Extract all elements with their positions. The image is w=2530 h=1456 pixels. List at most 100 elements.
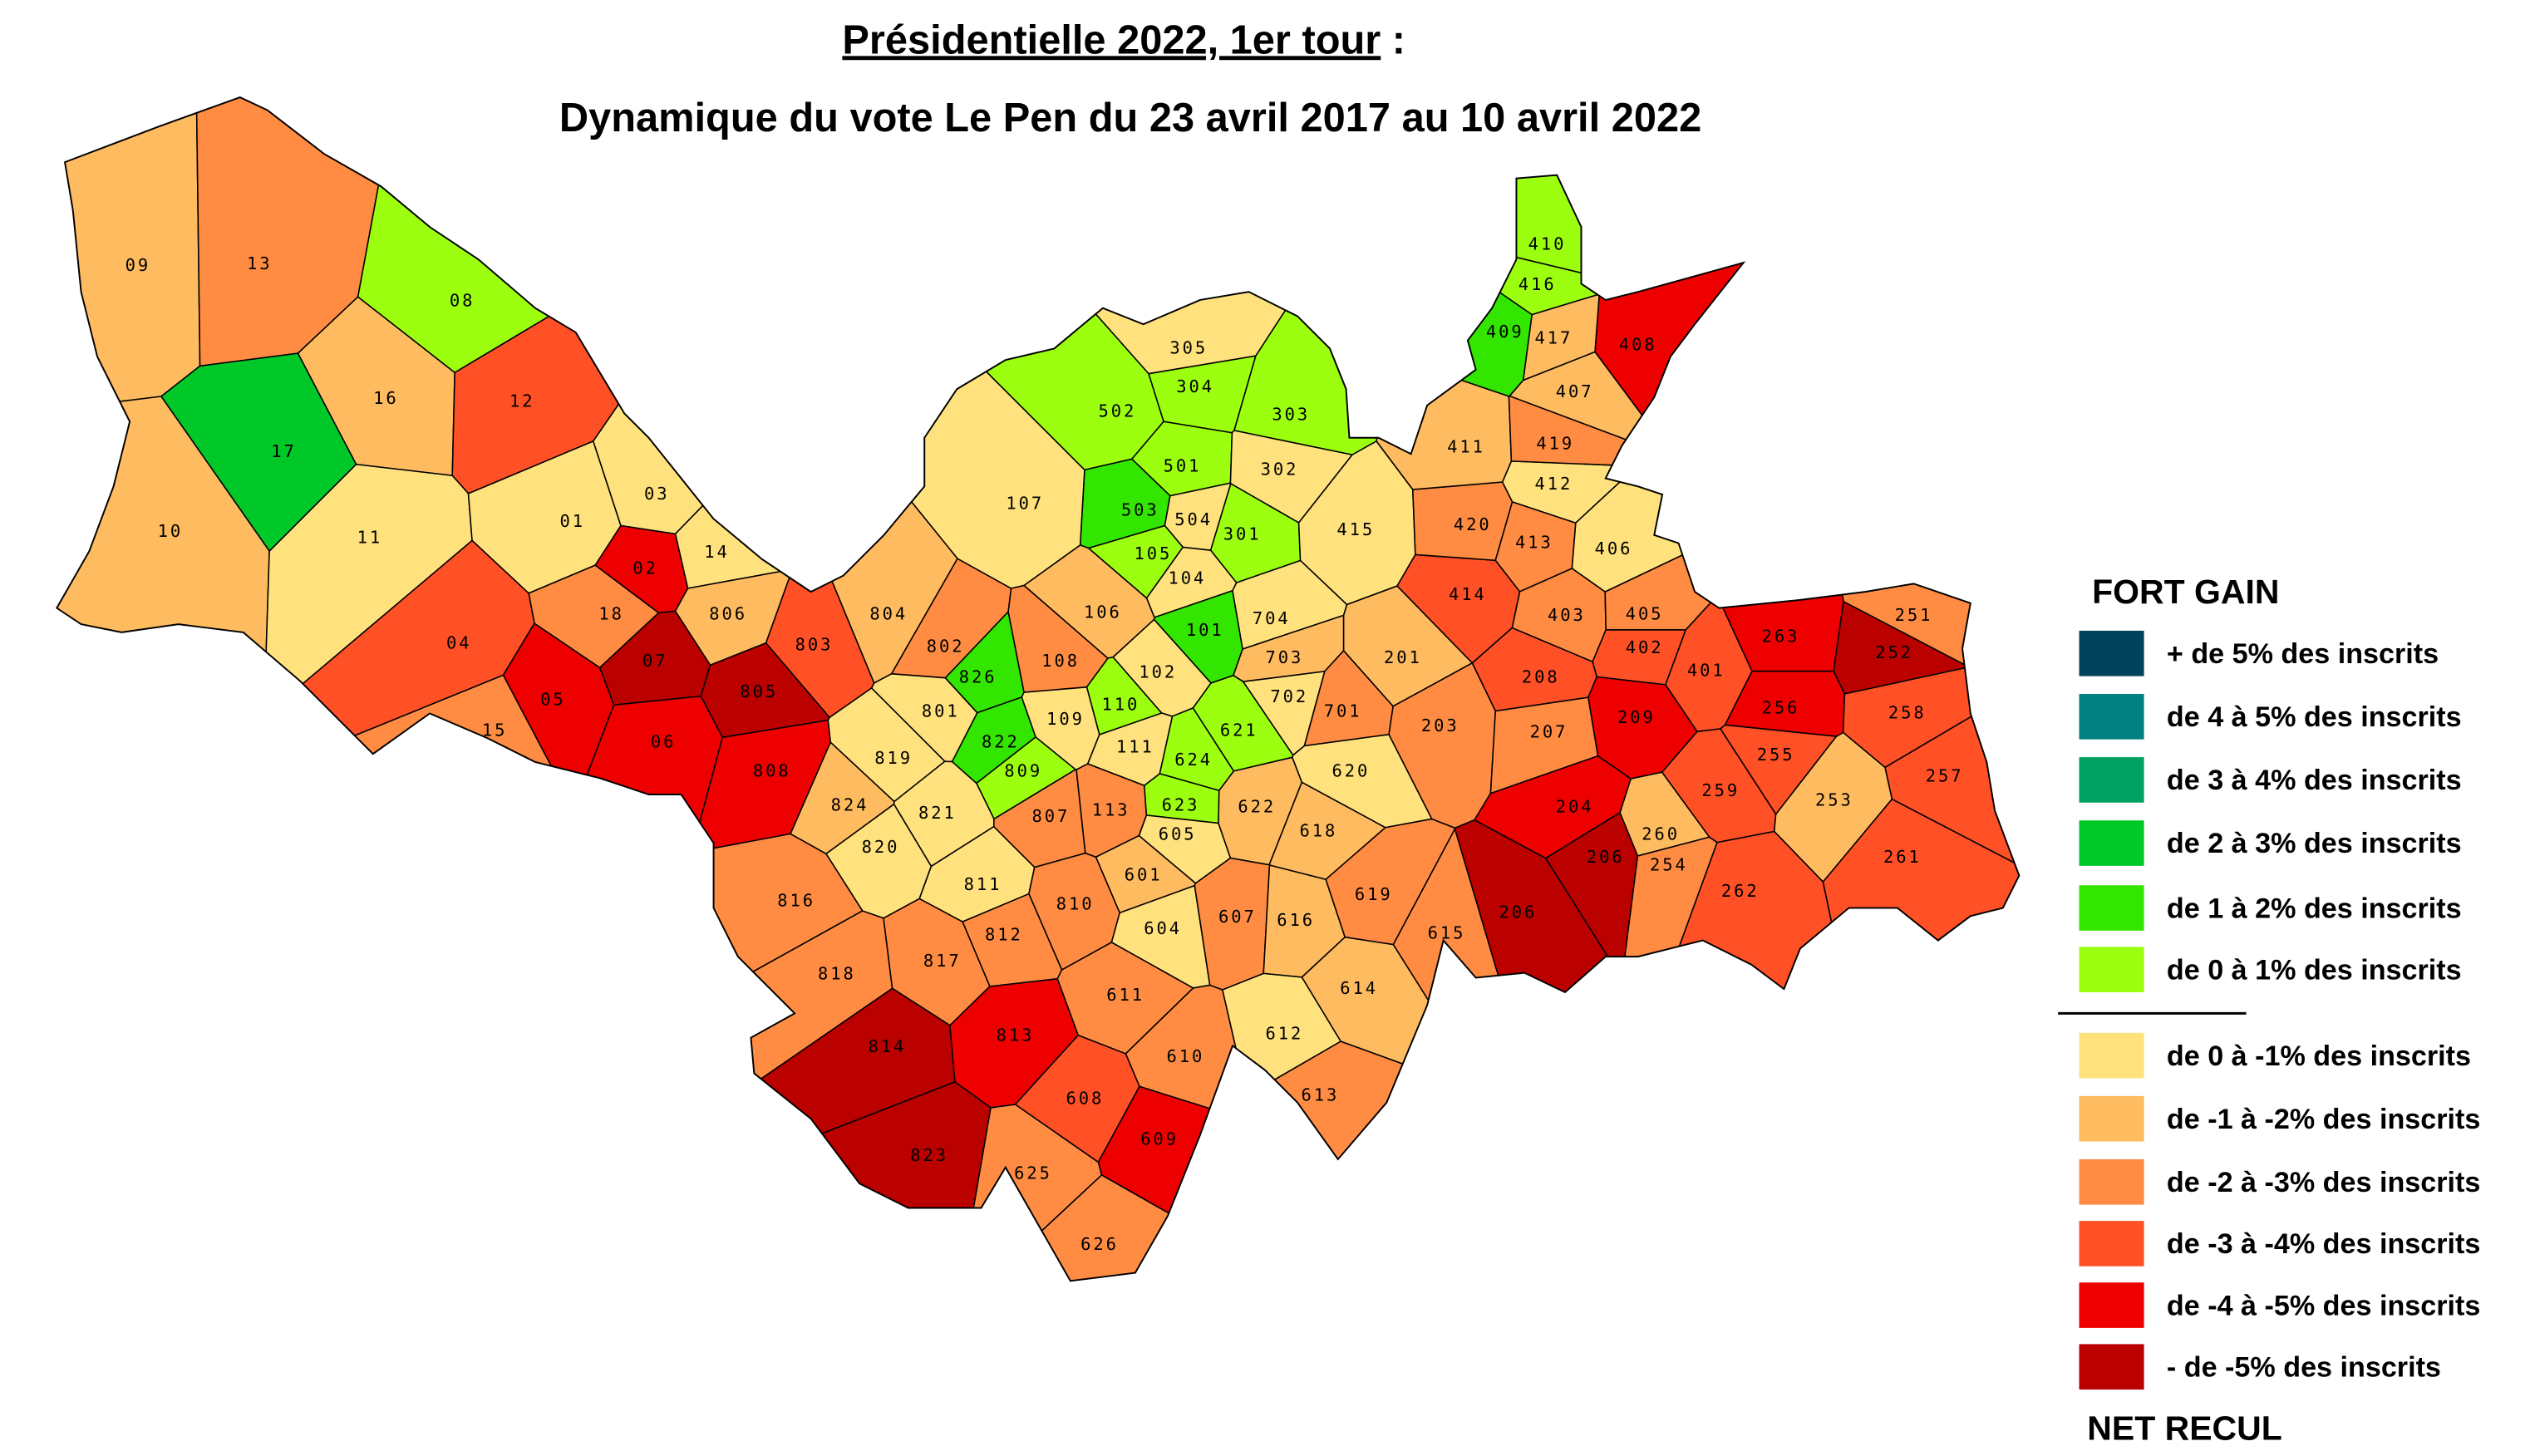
district-262 — [1642, 830, 1945, 1281]
district-823 — [208, 1081, 992, 1281]
district-label-811: 811 — [964, 874, 1002, 894]
district-label-261: 261 — [1883, 847, 1922, 867]
district-label-07: 07 — [642, 651, 668, 671]
legend-swatch-2 — [2079, 757, 2144, 803]
legend-label-11: - de -5% des inscrits — [2167, 1351, 2441, 1383]
legend-swatch-4 — [2079, 885, 2144, 931]
district-label-813: 813 — [997, 1026, 1035, 1045]
district-label-626: 626 — [1080, 1234, 1119, 1254]
district-label-12: 12 — [509, 391, 535, 411]
district-label-109: 109 — [1046, 709, 1085, 729]
district-label-619: 619 — [1355, 884, 1393, 904]
district-626 — [879, 1173, 1405, 1281]
legend-swatch-1 — [2079, 694, 2144, 740]
district-label-105: 105 — [1134, 544, 1172, 563]
legend-label-5: de 0 à 1% des inscrits — [2167, 954, 2462, 986]
legend-label-8: de -2 à -3% des inscrits — [2167, 1167, 2480, 1198]
district-label-403: 403 — [1548, 605, 1586, 625]
district-label-417: 417 — [1534, 328, 1573, 348]
district-10 — [57, 396, 270, 1173]
district-label-411: 411 — [1447, 436, 1485, 456]
district-label-805: 805 — [740, 681, 778, 701]
district-label-704: 704 — [1253, 608, 1291, 628]
district-label-409: 409 — [1486, 322, 1524, 342]
district-label-106: 106 — [1084, 602, 1122, 622]
district-label-259: 259 — [1701, 780, 1740, 800]
legend-label-6: de 0 à -1% des inscrits — [2167, 1040, 2471, 1072]
district-03 — [592, 124, 849, 535]
district-label-615: 615 — [1428, 923, 1466, 943]
district-label-254: 254 — [1650, 855, 1688, 875]
district-label-622: 622 — [1238, 796, 1276, 816]
district-label-02: 02 — [632, 558, 658, 578]
district-label-10: 10 — [158, 521, 184, 541]
district-label-104: 104 — [1168, 568, 1206, 588]
legend-label-7: de -1 à -2% des inscrits — [2167, 1104, 2480, 1135]
district-label-503: 503 — [1121, 499, 1159, 519]
legend-label-0: + de 5% des inscrits — [2167, 638, 2439, 670]
district-label-808: 808 — [753, 761, 791, 781]
district-label-263: 263 — [1762, 627, 1800, 647]
district-label-251: 251 — [1895, 605, 1933, 625]
district-label-262: 262 — [1721, 881, 1760, 901]
district-label-11: 11 — [357, 528, 383, 548]
district-label-256: 256 — [1762, 697, 1800, 717]
district-label-616: 616 — [1277, 910, 1315, 930]
district-label-807: 807 — [1032, 806, 1071, 826]
district-label-410: 410 — [1528, 234, 1567, 253]
district-label-613: 613 — [1301, 1085, 1339, 1105]
district-label-209: 209 — [1617, 707, 1656, 727]
map-title: Présidentielle 2022, 1er tour : — [842, 17, 1405, 62]
district-label-614: 614 — [1340, 978, 1378, 998]
district-label-208: 208 — [1522, 667, 1560, 686]
district-label-802: 802 — [927, 636, 965, 656]
legend-swatch-11 — [2079, 1344, 2144, 1390]
district-label-305: 305 — [1169, 337, 1208, 357]
district-label-257: 257 — [1926, 765, 1964, 785]
district-label-814: 814 — [868, 1036, 906, 1056]
district-label-402: 402 — [1626, 637, 1664, 657]
legend-swatch-9 — [2079, 1221, 2144, 1267]
district-label-618: 618 — [1300, 821, 1338, 841]
district-label-607: 607 — [1218, 907, 1257, 927]
district-label-826: 826 — [959, 667, 997, 686]
district-label-620: 620 — [1332, 761, 1371, 781]
district-label-413: 413 — [1515, 532, 1553, 552]
map-title-underlined: Présidentielle 2022, 1er tour — [842, 17, 1381, 62]
legend-label-1: de 4 à 5% des inscrits — [2167, 701, 2462, 733]
district-409 — [1338, 195, 1533, 397]
district-label-416: 416 — [1518, 274, 1557, 294]
district-label-702: 702 — [1270, 686, 1308, 706]
district-label-819: 819 — [874, 748, 913, 768]
district-label-612: 612 — [1266, 1024, 1304, 1044]
district-label-260: 260 — [1642, 824, 1680, 844]
district-label-102: 102 — [1139, 662, 1177, 682]
district-label-206: 206 — [1587, 847, 1625, 867]
district-label-113: 113 — [1092, 799, 1130, 819]
district-261 — [1822, 798, 2020, 1281]
district-label-15: 15 — [482, 721, 508, 740]
district-label-621: 621 — [1220, 721, 1258, 740]
district-label-08: 08 — [450, 291, 475, 311]
district-label-623: 623 — [1162, 795, 1200, 815]
district-label-301: 301 — [1223, 524, 1262, 544]
district-label-601: 601 — [1125, 864, 1163, 884]
district-label-207: 207 — [1530, 722, 1568, 742]
district-label-703: 703 — [1266, 647, 1304, 667]
district-label-420: 420 — [1454, 514, 1492, 534]
district-label-13: 13 — [247, 253, 273, 273]
district-label-412: 412 — [1534, 474, 1573, 494]
district-label-206: 206 — [1499, 902, 1538, 922]
district-label-304: 304 — [1176, 376, 1214, 396]
district-label-610: 610 — [1167, 1046, 1205, 1066]
district-label-415: 415 — [1336, 519, 1375, 539]
district-label-108: 108 — [1041, 651, 1080, 671]
district-label-408: 408 — [1619, 334, 1657, 354]
district-label-405: 405 — [1626, 603, 1664, 623]
district-label-801: 801 — [922, 701, 960, 721]
legend-swatch-3 — [2079, 820, 2144, 866]
district-label-255: 255 — [1757, 745, 1795, 765]
legend-swatch-5 — [2079, 947, 2144, 993]
district-label-823: 823 — [910, 1145, 948, 1165]
district-label-625: 625 — [1014, 1163, 1052, 1183]
